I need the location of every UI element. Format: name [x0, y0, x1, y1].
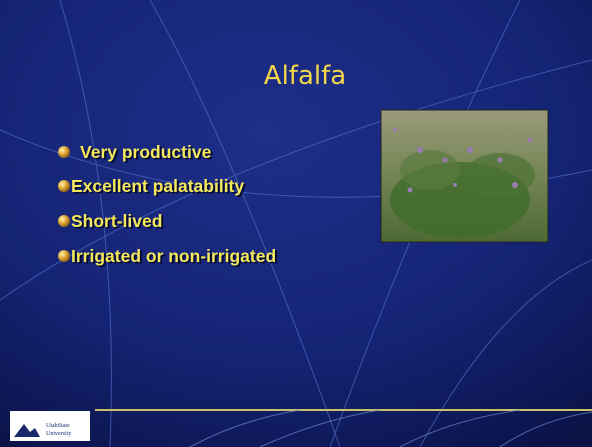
bullet-icon	[58, 146, 70, 158]
bullet-shadow: Short-lived	[73, 213, 164, 233]
bullet-shadow: Excellent palatability	[73, 178, 246, 198]
photo	[380, 109, 549, 243]
bullet-shadow: Very productive	[82, 144, 214, 164]
logo-text: UtahState	[46, 423, 70, 429]
bullet-text: Short-lived	[71, 211, 162, 231]
bullet-shadow: Irrigated or non-irrigated	[73, 248, 278, 268]
bullet-text: Excellent palatability	[71, 176, 244, 196]
logo: UtahState University	[10, 411, 90, 441]
footer-lines	[189, 409, 592, 447]
bullet-icon	[58, 180, 70, 192]
slide-title: Alfalfa	[264, 61, 346, 91]
bullet-icon	[58, 250, 70, 262]
bullet-text: Irrigated or non-irrigated	[71, 246, 276, 266]
bullet-text: Very productive	[80, 142, 212, 162]
logo-text: University	[46, 431, 71, 437]
bullet-icon	[58, 215, 70, 227]
